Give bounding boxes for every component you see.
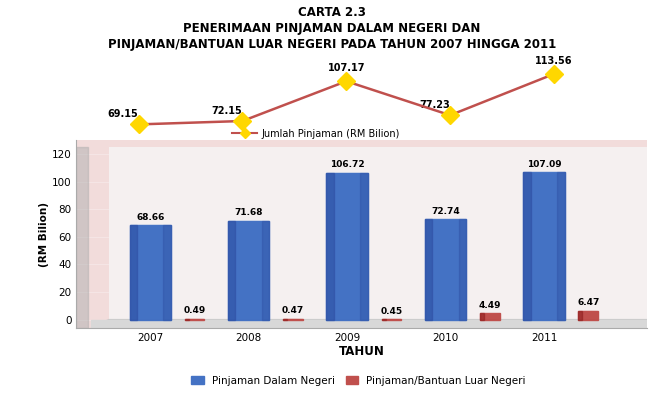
Text: PINJAMAN/BANTUAN LUAR NEGERI PADA TAHUN 2007 HINGGA 2011: PINJAMAN/BANTUAN LUAR NEGERI PADA TAHUN … (108, 38, 556, 51)
Text: 107.09: 107.09 (527, 160, 561, 169)
Text: 72.74: 72.74 (431, 207, 460, 216)
Polygon shape (163, 225, 171, 320)
Text: PENERIMAAN PINJAMAN DALAM NEGERI DAN: PENERIMAAN PINJAMAN DALAM NEGERI DAN (183, 22, 481, 35)
Polygon shape (283, 319, 303, 320)
Polygon shape (382, 319, 386, 320)
Text: 71.68: 71.68 (234, 209, 263, 217)
Text: 106.72: 106.72 (330, 160, 365, 169)
Polygon shape (129, 225, 137, 320)
Polygon shape (129, 225, 171, 320)
Polygon shape (228, 221, 270, 320)
Text: 4.49: 4.49 (479, 301, 501, 310)
Text: 72.15: 72.15 (212, 105, 242, 116)
Text: 113.56: 113.56 (535, 56, 573, 66)
Polygon shape (578, 311, 598, 320)
Polygon shape (228, 221, 236, 320)
Text: 0.49: 0.49 (183, 307, 206, 316)
Polygon shape (425, 219, 432, 320)
Text: 68.66: 68.66 (136, 213, 165, 222)
Polygon shape (327, 173, 368, 320)
Polygon shape (262, 221, 270, 320)
Polygon shape (480, 313, 484, 320)
Polygon shape (91, 320, 664, 328)
Text: 77.23: 77.23 (419, 100, 450, 110)
Polygon shape (361, 173, 368, 320)
Text: 107.17: 107.17 (327, 63, 365, 73)
Polygon shape (523, 172, 564, 320)
Polygon shape (382, 319, 401, 320)
Polygon shape (480, 313, 500, 320)
Legend: Pinjaman Dalam Negeri, Pinjaman/Bantuan Luar Negeri: Pinjaman Dalam Negeri, Pinjaman/Bantuan … (187, 371, 530, 390)
X-axis label: TAHUN: TAHUN (339, 346, 385, 359)
Polygon shape (327, 173, 334, 320)
Polygon shape (185, 319, 205, 320)
Text: 0.47: 0.47 (282, 307, 304, 316)
Polygon shape (185, 319, 189, 320)
Y-axis label: (RM Bilion): (RM Bilion) (39, 202, 49, 267)
Polygon shape (523, 172, 531, 320)
Polygon shape (578, 311, 582, 320)
Text: 0.45: 0.45 (380, 307, 402, 316)
Text: 6.47: 6.47 (577, 298, 600, 307)
Polygon shape (91, 320, 652, 328)
Legend: Jumlah Pinjaman (RM Bilion): Jumlah Pinjaman (RM Bilion) (228, 125, 404, 143)
Polygon shape (557, 172, 564, 320)
Polygon shape (425, 219, 466, 320)
Text: 69.15: 69.15 (108, 109, 139, 119)
Polygon shape (283, 319, 287, 320)
Polygon shape (459, 219, 466, 320)
Text: CARTA 2.3: CARTA 2.3 (298, 6, 366, 19)
